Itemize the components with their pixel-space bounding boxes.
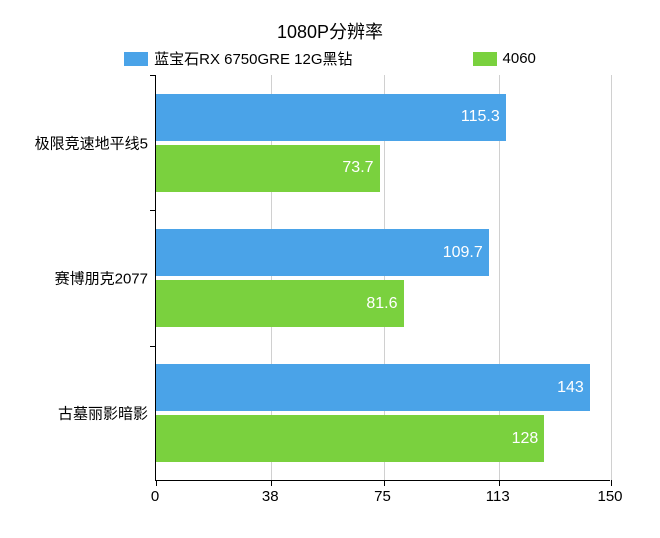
bar-series-0: 109.7 [156,229,489,276]
y-category-label: 赛博朋克2077 [55,268,148,289]
x-tick-label: 38 [262,488,279,505]
plot-area: 115.3 73.7 109.7 81.6 143 128 [155,75,610,481]
bar-value-label: 143 [557,379,584,397]
bar-series-1: 81.6 [156,280,404,327]
bar-series-0: 115.3 [156,94,506,141]
x-tick [271,480,272,486]
y-tick [150,346,156,347]
legend-swatch-0 [124,52,148,66]
bar-series-0: 143 [156,364,590,411]
bar-value-label: 109.7 [443,244,483,262]
bar-value-label: 81.6 [366,295,397,313]
x-tick-label: 0 [151,488,159,505]
y-category-label: 古墓丽影暗影 [58,403,148,424]
x-tick-label: 150 [597,488,622,505]
bar-value-label: 128 [512,430,539,448]
x-tick [611,480,612,486]
legend-label-0: 蓝宝石RX 6750GRE 12G黑钻 [154,48,352,69]
legend-item-1: 4060 [473,48,536,69]
legend-label-1: 4060 [503,50,536,67]
x-tick [156,480,157,486]
x-tick-label: 113 [486,488,510,505]
bar-value-label: 115.3 [461,108,500,126]
y-tick [150,210,156,211]
bar-series-1: 73.7 [156,145,380,192]
y-tick [150,75,156,76]
bar-series-1: 128 [156,415,544,462]
legend-item-0: 蓝宝石RX 6750GRE 12G黑钻 [124,48,352,69]
x-tick [384,480,385,486]
y-category-label: 极限竞速地平线5 [35,132,148,153]
gridline [611,75,612,480]
chart-container: 1080P分辨率 蓝宝石RX 6750GRE 12G黑钻 4060 115.3 7… [0,0,660,538]
x-tick [499,480,500,486]
legend: 蓝宝石RX 6750GRE 12G黑钻 4060 [0,48,660,69]
x-tick-label: 75 [374,488,391,505]
chart-title: 1080P分辨率 [0,18,660,44]
bar-value-label: 73.7 [342,159,373,177]
legend-swatch-1 [473,52,497,66]
